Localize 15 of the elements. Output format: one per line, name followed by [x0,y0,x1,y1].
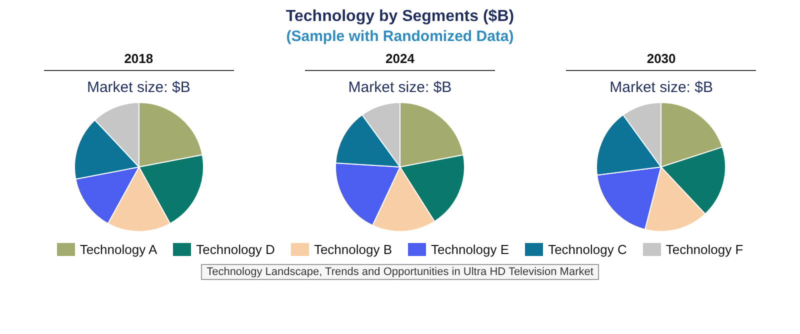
text: (Sample with Randomized Data) [285,28,515,45]
chart-title: 2030 [646,51,676,66]
chart-title: 2024 [386,51,414,66]
legend-label: Technology B [314,242,392,257]
legend-label: Technology E [431,242,510,257]
chart-subtitle: Market size: $B [348,79,452,96]
legend-label: Technology C [548,242,627,257]
legend-label: Technology F [666,242,744,257]
chart-subtitle: Market size: $B [610,79,713,96]
chart-title: 2018 [124,51,154,66]
chart-subtitle: Market size: $B [86,79,190,96]
legend-label: Technology D [196,242,275,257]
text: Technology Landscape, Trends and Opportunities in Ultra HD Television Market [200,264,600,280]
legend-label: Technology A [80,242,158,257]
text: Technology by Segments ($B) [284,8,516,26]
